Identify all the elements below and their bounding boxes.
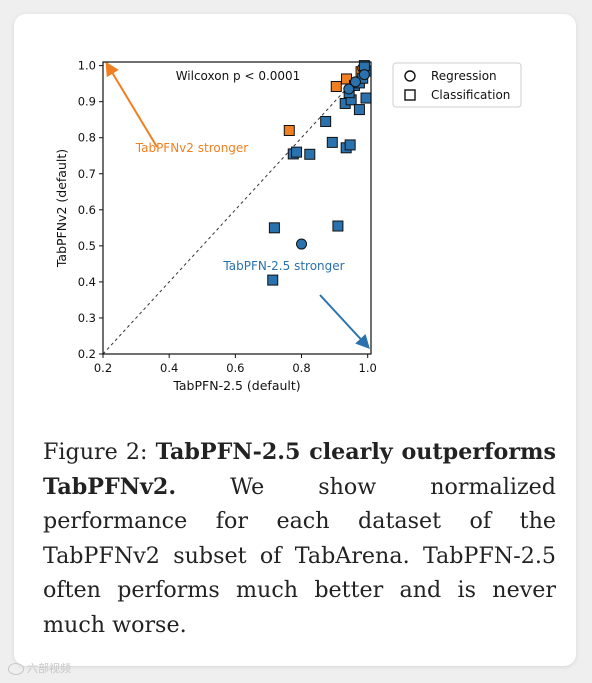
watermark: 六部视频 (8, 660, 71, 676)
x-tick-label: 1.0 (359, 361, 377, 375)
caption-bold: TabPFN-2.5 clearly outperforms TabPFNv2. (43, 439, 556, 500)
watermark-text: 六部视频 (27, 662, 71, 675)
data-point-circle (358, 69, 370, 81)
data-point-circle (349, 76, 361, 88)
data-point-square (267, 274, 279, 286)
data-point-square (304, 148, 316, 160)
x-tick-label: 0.4 (160, 361, 178, 375)
v2-stronger-label: TabPFNv2 stronger (135, 141, 249, 155)
figure-card: 0.2 0.4 0.6 0.8 1.0 0.2 0.3 0.4 0.5 0.6 0.7 0.8 0.9 1… (14, 14, 576, 666)
data-point-circle (296, 238, 308, 250)
identity-diagonal (102, 61, 372, 355)
legend-classification: Classification (431, 88, 510, 102)
plot-frame (102, 61, 372, 355)
data-point-circle (343, 83, 355, 95)
legend: Regression Classification (392, 62, 522, 108)
figure-caption: Figure 2: TabPFN-2.5 clearly outperforms… (43, 435, 556, 642)
blue-arrow (319, 294, 370, 350)
caption-text: We show normalized performance for each … (43, 473, 556, 638)
orange-arrow (105, 61, 158, 148)
data-point-square (353, 104, 365, 116)
legend-frame (392, 62, 522, 108)
y-tick-label: 0.8 (78, 131, 96, 145)
v25-stronger-label: TabPFN-2.5 stronger (222, 259, 344, 273)
y-tick-label: 1.0 (78, 59, 96, 73)
data-point-square (332, 220, 344, 232)
x-tick-label: 0.6 (226, 361, 244, 375)
legend-square-marker (404, 89, 416, 101)
y-tick-label: 0.4 (78, 275, 96, 289)
y-tick-label: 0.5 (78, 239, 96, 253)
scatter-chart: 0.2 0.4 0.6 0.8 1.0 0.2 0.3 0.4 0.5 0.6 0.7 0.8 0.9 1… (54, 59, 522, 393)
y-tick-label: 0.6 (78, 203, 96, 217)
data-point-square (283, 124, 295, 136)
data-point-square (344, 139, 356, 151)
x-tick-label: 0.8 (292, 361, 310, 375)
y-tick-label: 0.2 (78, 347, 96, 361)
data-point-square (360, 92, 372, 104)
x-tick-label: 0.2 (94, 361, 112, 375)
caption-label: Figure 2: (43, 439, 148, 465)
y-axis-label: TabPFNv2 (default) (54, 149, 69, 268)
data-point-square (326, 136, 338, 148)
data-point-square (291, 146, 303, 158)
data-point-square (268, 222, 280, 234)
watermark-logo-icon (8, 663, 24, 675)
y-tick-label: 0.3 (78, 311, 96, 325)
wilcoxon-annotation: Wilcoxon p < 0.0001 (176, 69, 301, 83)
data-point-square (320, 115, 332, 127)
y-tick-label: 0.7 (78, 167, 96, 181)
legend-regression: Regression (431, 69, 497, 83)
y-tick-label: 0.9 (78, 95, 96, 109)
x-axis-label: TabPFN-2.5 (default) (172, 378, 300, 393)
legend-circle-marker (404, 70, 416, 82)
data-point-square (330, 81, 342, 93)
